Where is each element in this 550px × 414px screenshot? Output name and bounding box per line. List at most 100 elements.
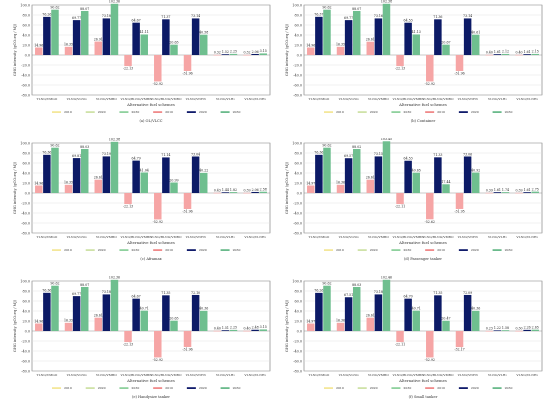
bar-2030 (382, 141, 391, 193)
legend-swatch (425, 111, 435, 113)
data-label: -22.13 (123, 343, 133, 347)
x-tick-label: VLNG/VLH₂ (487, 235, 507, 239)
data-label: 88.02 (352, 145, 361, 149)
legend-swatch (391, 249, 401, 251)
legend-swatch (458, 387, 468, 389)
data-label: 2.26 (524, 326, 531, 330)
data-label: 0.39 (515, 189, 522, 193)
legend-swatch (52, 111, 61, 113)
bar-2010 (426, 55, 434, 82)
bar-2010 (154, 193, 162, 220)
y-tick-label: 100.0 (292, 279, 302, 283)
chart-svg-a: -80.0 -60.0 -40.0 -20.0 0.0 20.0 40.0 60.0 80.0 1… (13, 0, 271, 123)
data-label: 64.70 (404, 294, 413, 298)
bar-2010 (243, 192, 251, 194)
x-tick-label: VLNG/BLNG/VMBO (149, 373, 182, 377)
bar-2030 (199, 34, 208, 55)
y-tick-label: 0.0 (297, 191, 302, 195)
data-label: 88.03 (352, 283, 361, 287)
bar-2020 (463, 294, 472, 331)
data-label: 1.61 (524, 50, 531, 54)
chart-svg-d: -80.0 -60.0 -40.0 -20.0 0.0 20.0 40.0 60.0 80.0 1… (285, 138, 543, 261)
bar-2030 (110, 279, 119, 331)
legend-swatch (52, 249, 61, 251)
chart-panel-f: -80.0 -60.0 -40.0 -20.0 0.0 20.0 40.0 60.0 80.0 1… (280, 276, 547, 410)
data-label: 71.35 (161, 291, 170, 295)
bar-2030 (51, 9, 59, 56)
y-tick-label: 80.0 (294, 13, 302, 17)
data-label: 0.40 (486, 51, 493, 55)
data-label: 14.96 (34, 181, 43, 185)
chart-caption: (f) Small tanker (409, 395, 438, 399)
bar-2010 (64, 184, 73, 193)
bar-2020 (404, 160, 412, 193)
x-tick-label: VLNG/VMBO (367, 373, 389, 377)
data-label: 41.04 (140, 168, 149, 172)
legend-swatch (186, 111, 196, 113)
x-tick-label: VLNG/VMBO (95, 235, 117, 239)
y-tick-label: 0.0 (297, 329, 302, 333)
legend-label: 2020 (98, 110, 106, 114)
data-label: 88.07 (80, 283, 89, 287)
bar-2020 (251, 53, 259, 55)
data-label: 40.71 (140, 306, 149, 310)
bar-2030 (51, 285, 59, 331)
data-label: -22.13 (395, 67, 405, 71)
data-label: 102.36 (109, 276, 120, 280)
bar-2010 (366, 179, 375, 193)
y-tick-label: 80.0 (22, 289, 30, 293)
legend-swatch (391, 111, 401, 113)
data-label: 69.77 (72, 292, 81, 296)
x-tick-label: VLNG/VLH₂ (215, 97, 235, 101)
bar-2010 (183, 331, 192, 347)
bar-2010 (515, 192, 523, 194)
bar-2030 (442, 184, 450, 193)
x-tick-label: TLNG/VMGO (37, 235, 58, 239)
y-tick-label: -80.0 (21, 231, 30, 235)
bar-2020 (102, 294, 111, 331)
data-label: 0.32 (214, 51, 221, 55)
data-label: 2.25 (230, 50, 237, 54)
legend-swatch (425, 249, 435, 251)
data-label: 72.09 (463, 291, 472, 295)
y-tick-label: 80.0 (294, 289, 302, 293)
bar-2030 (51, 147, 59, 193)
data-label: 16.36 (336, 181, 345, 185)
bar-2010 (64, 46, 73, 55)
y-tick-label: -80.0 (21, 93, 30, 97)
legend-swatch (458, 249, 468, 251)
bar-2030 (110, 3, 119, 56)
data-label: 72.10 (191, 291, 200, 295)
y-tick-label: 60.0 (22, 161, 30, 165)
data-label: 1.58 (502, 326, 509, 330)
chart-panel-e: -80.0 -60.0 -40.0 -20.0 0.0 20.0 40.0 60.0 80.0 1… (8, 276, 275, 410)
y-tick-label: -60.0 (21, 83, 30, 87)
bar-2030 (110, 141, 119, 193)
y-tick-label: 40.0 (294, 171, 302, 175)
legend-label: 2030 (505, 248, 513, 252)
bar-2010 (455, 193, 464, 209)
bar-2010 (124, 55, 132, 67)
x-tick-label: VLNG/BLNG/VMBO (119, 97, 152, 101)
y-tick-label: 20.0 (22, 43, 30, 47)
data-label: -31.95 (454, 210, 464, 214)
legend-label: 2010 (437, 248, 445, 252)
x-tick-label: VLNG/VLNH₃ (515, 235, 538, 239)
bar-2010 (124, 193, 132, 205)
y-tick-label: 40.0 (22, 33, 30, 37)
bar-2020 (374, 156, 383, 193)
data-label: 2.06 (252, 50, 259, 54)
bar-2020 (523, 192, 531, 193)
bar-2020 (43, 16, 51, 55)
y-tick-label: -20.0 (293, 339, 302, 343)
x-tick-label: VLNG/VMBO (367, 235, 389, 239)
bar-2030 (140, 310, 148, 331)
legend-swatch (220, 249, 230, 251)
bar-2020 (344, 158, 353, 193)
x-tick-label: TLNG/VMGO (309, 97, 330, 101)
bar-2020 (191, 18, 200, 55)
legend-label: 2030 (505, 110, 513, 114)
data-label: 0.30 (515, 327, 522, 331)
data-label: 73.14 (463, 14, 472, 18)
bar-2030 (442, 44, 450, 55)
